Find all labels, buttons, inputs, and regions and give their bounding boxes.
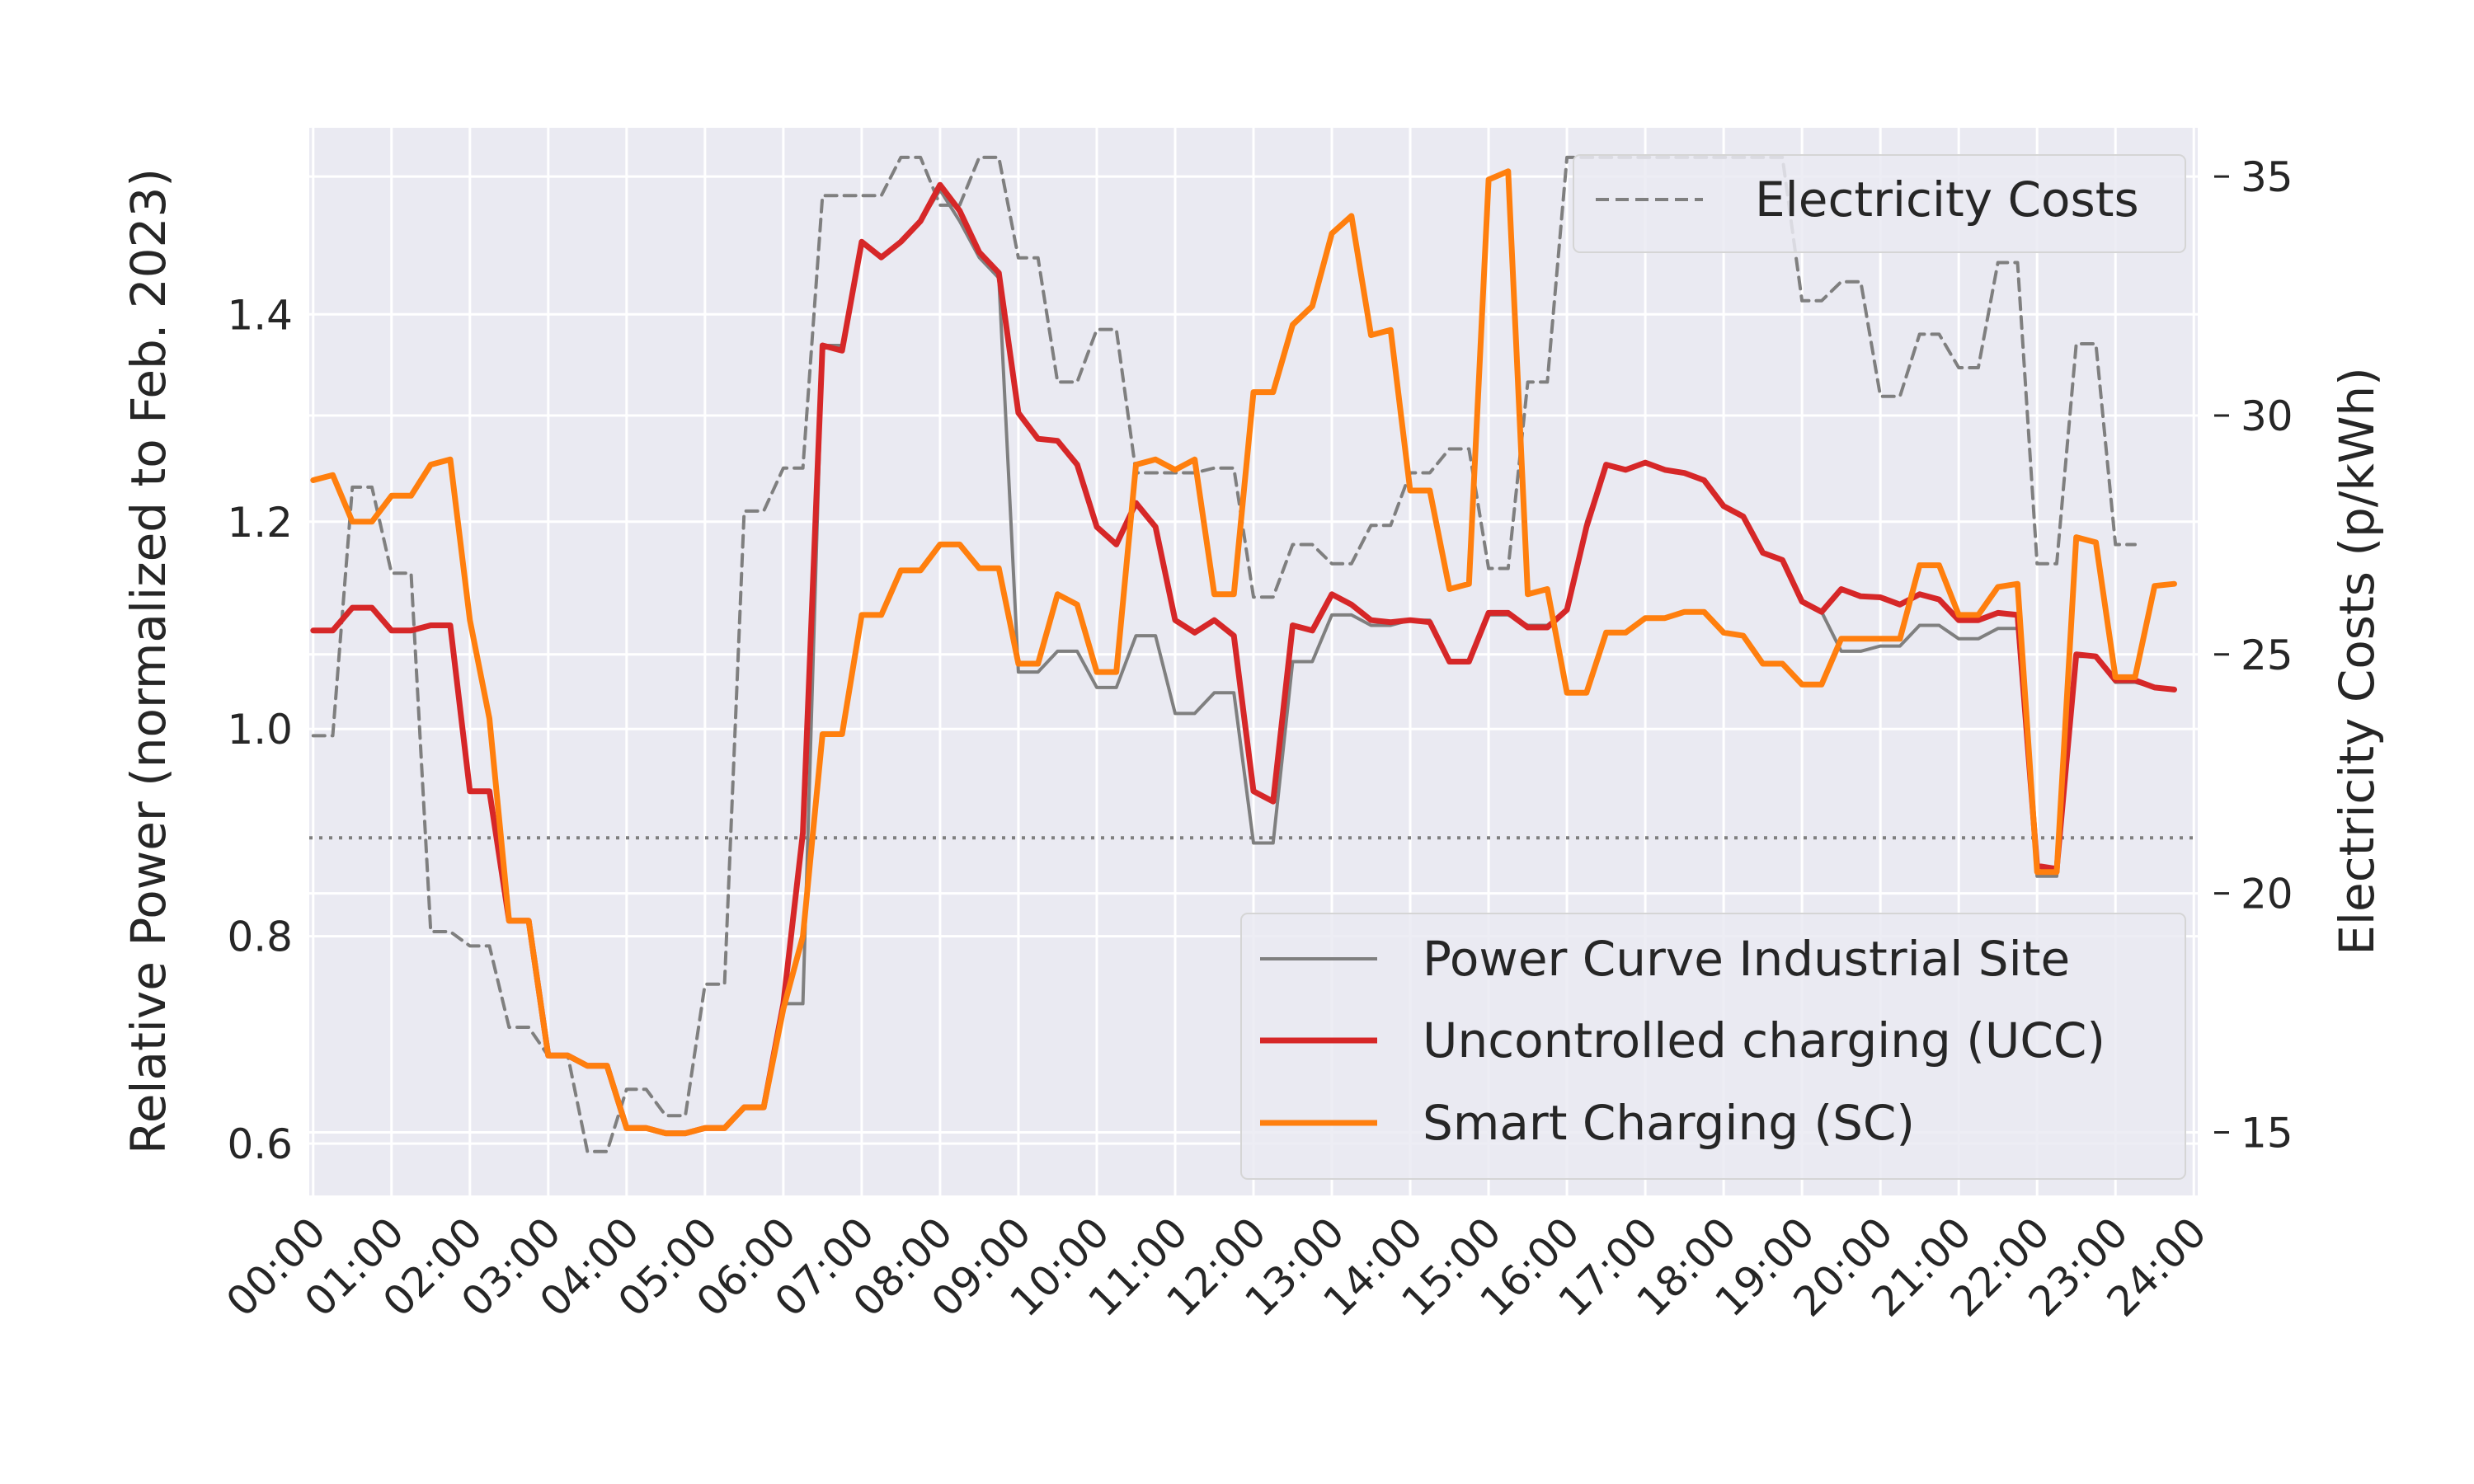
y-tick-label-right: 25 (2241, 632, 2293, 679)
y-tick-label-left: 0.8 (227, 913, 293, 961)
legend-power-box (1240, 913, 2186, 1180)
legend-sc-label: Smart Charging (SC) (1423, 1095, 1915, 1151)
legend-power: Power Curve Industrial Site Uncontrolled… (1240, 913, 2186, 1180)
series-line-sc (310, 168, 2177, 1137)
legend-site-label: Power Curve Industrial Site (1423, 931, 2070, 987)
y-tick-label-right: 35 (2241, 153, 2293, 201)
y-tick-label-left: 1.2 (227, 499, 293, 547)
y-axis-left-title: Relative Power (normalized to Feb. 2023) (120, 168, 176, 1154)
y-axis-right-title: Electricity Costs (p/kWh) (2329, 367, 2385, 955)
legend-costs: Electricity Costs (1573, 154, 2186, 253)
y-tick-label-left: 1.0 (227, 706, 293, 754)
y-tick-label-left: 1.4 (227, 291, 293, 339)
y-tick-label-right: 30 (2241, 392, 2293, 440)
legend-costs-box (1573, 154, 2186, 253)
y-tick-label-right: 15 (2241, 1109, 2293, 1157)
y-tick-label-left: 0.6 (227, 1120, 293, 1168)
legend-costs-label: Electricity Costs (1755, 171, 2139, 228)
series-line-costs (311, 155, 2137, 1153)
legend-ucc-label: Uncontrolled charging (UCC) (1423, 1012, 2105, 1068)
series-layer (310, 155, 2177, 1153)
tick-labels-layer: 00:0001:0002:0003:0004:0005:0006:0007:00… (217, 153, 2293, 1326)
y-tick-label-right: 20 (2241, 871, 2293, 918)
